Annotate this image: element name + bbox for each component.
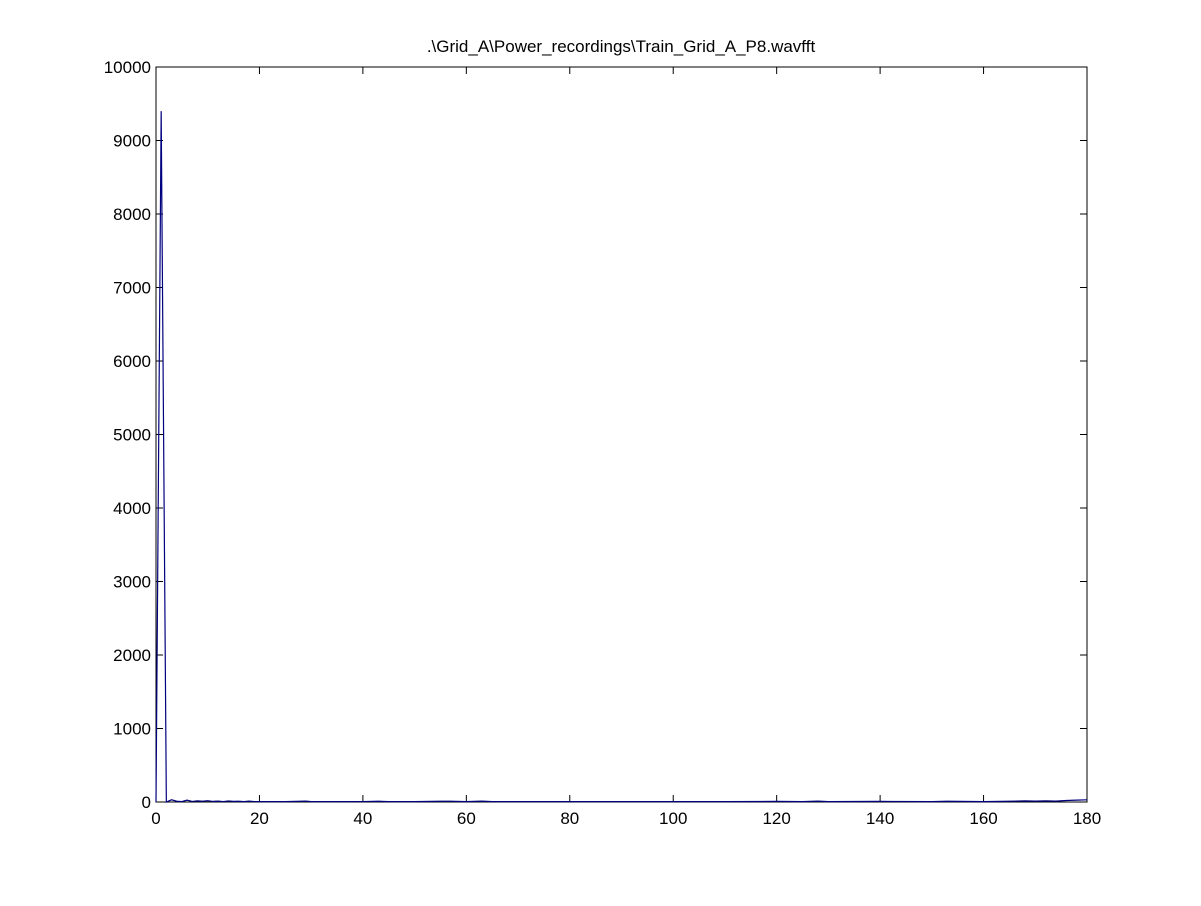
tick-labels: 0 20 40 60 80 100 120 140 160 180 0 1000 2000 3000 400… bbox=[104, 58, 1101, 828]
x-tick-label: 40 bbox=[353, 809, 372, 828]
y-tick-label: 1000 bbox=[113, 720, 151, 739]
y-tick-label: 10000 bbox=[104, 58, 151, 77]
x-tick-label: 80 bbox=[560, 809, 579, 828]
x-tick-label: 180 bbox=[1073, 809, 1101, 828]
y-tick-label: 6000 bbox=[113, 352, 151, 371]
y-tick-label: 2000 bbox=[113, 646, 151, 665]
plot-area-frame bbox=[155, 66, 1088, 803]
y-tick-label: 8000 bbox=[113, 205, 151, 224]
y-tick-label: 7000 bbox=[113, 279, 151, 298]
series-line bbox=[155, 111, 1088, 803]
x-tick-label: 120 bbox=[762, 809, 790, 828]
y-tick-label: 9000 bbox=[113, 132, 151, 151]
x-tick-label: 140 bbox=[866, 809, 894, 828]
chart-title: .\Grid_A\Power_recordings\Train_Grid_A_P… bbox=[427, 37, 816, 56]
y-tick-label: 5000 bbox=[113, 426, 151, 445]
y-tick-label: 0 bbox=[142, 793, 151, 812]
y-tick-label: 4000 bbox=[113, 499, 151, 518]
x-tick-label: 0 bbox=[151, 809, 160, 828]
x-tick-label: 20 bbox=[250, 809, 269, 828]
y-tick-label: 3000 bbox=[113, 573, 151, 592]
x-tick-label: 100 bbox=[659, 809, 687, 828]
x-tick-label: 60 bbox=[457, 809, 476, 828]
x-tick-label: 160 bbox=[969, 809, 997, 828]
